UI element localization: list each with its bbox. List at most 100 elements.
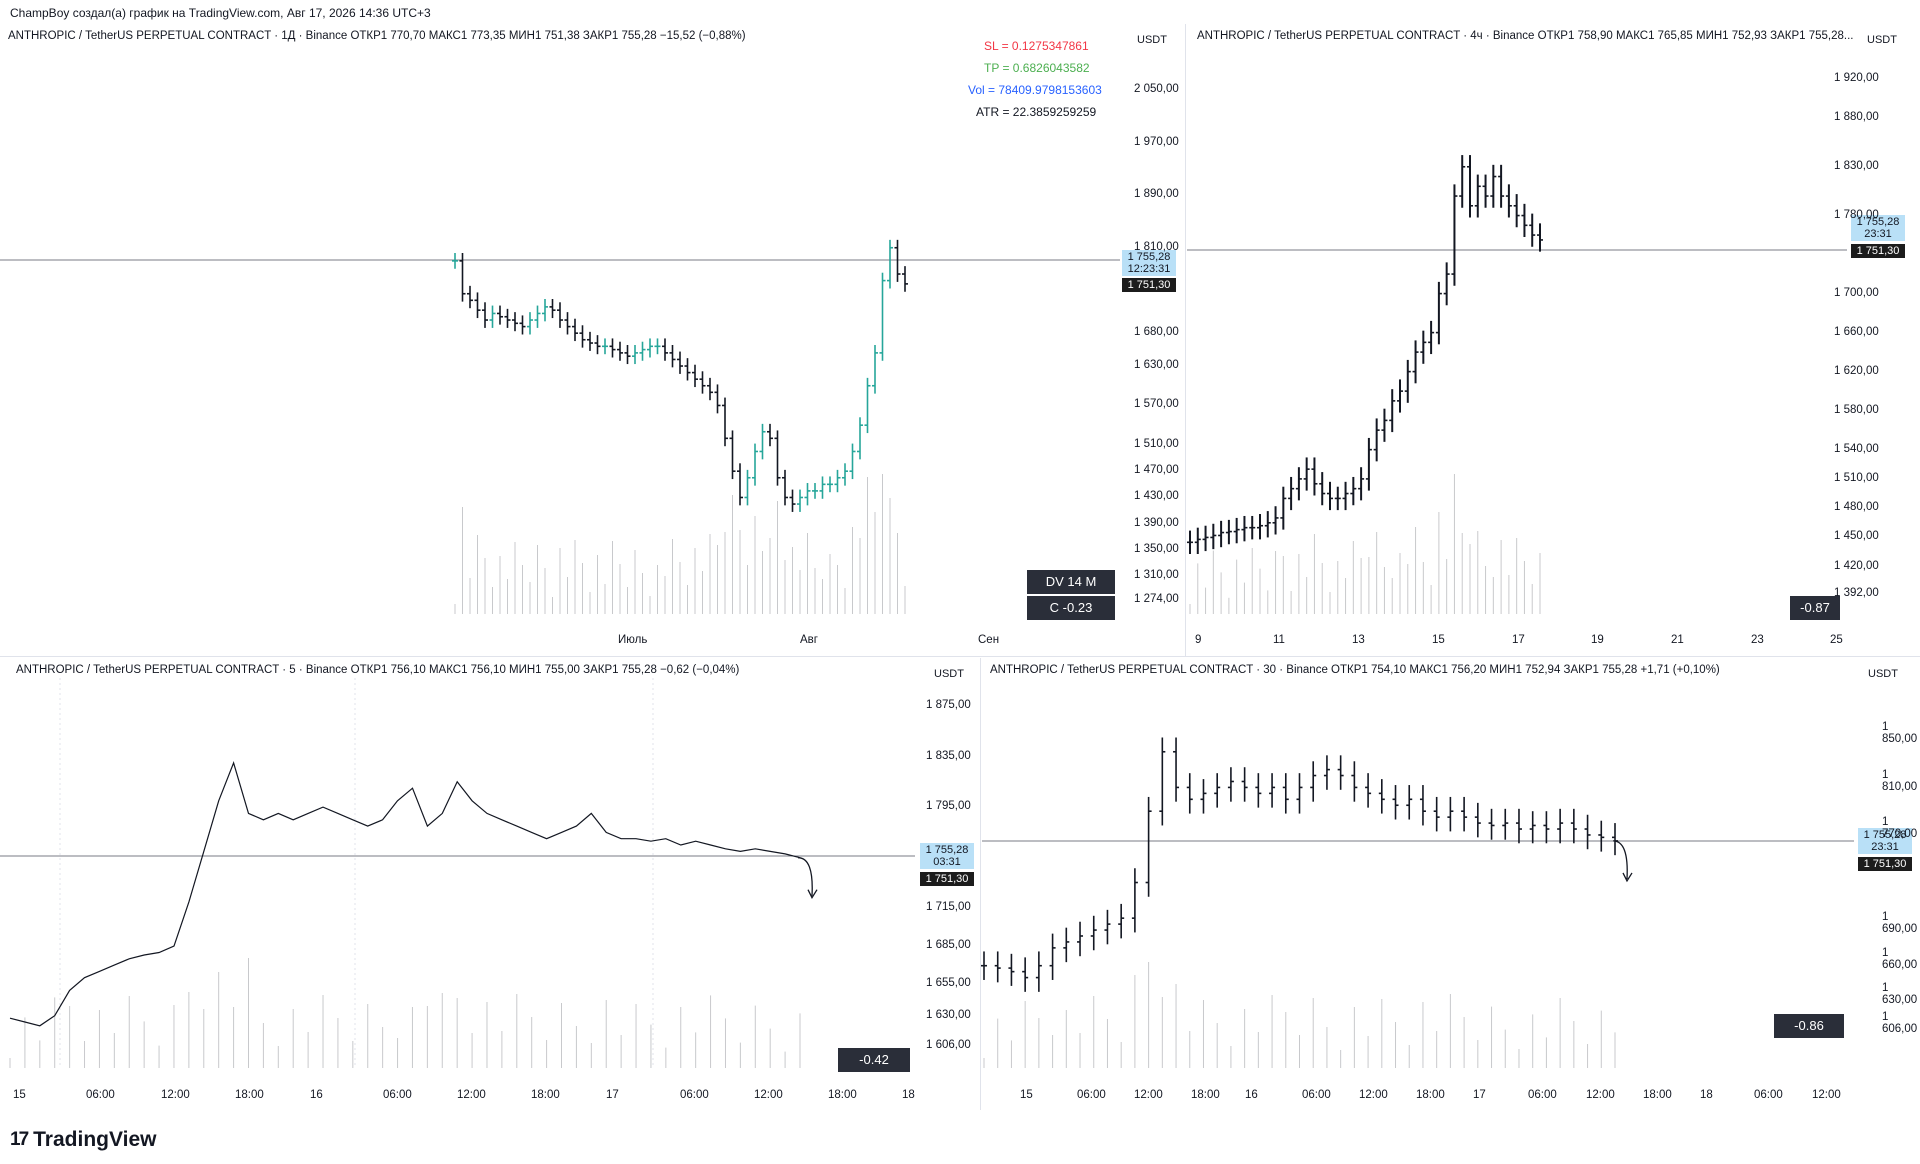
- ohlc-bar: [1351, 761, 1358, 802]
- time-tick-label: 18:00: [828, 1089, 857, 1101]
- ohlc-bar: [707, 377, 713, 401]
- price-tick-label: 1 830,00: [1834, 159, 1879, 172]
- ohlc-bar: [1435, 281, 1442, 345]
- ohlc-bar: [1241, 767, 1248, 802]
- ohlc-bar: [1303, 457, 1310, 491]
- time-tick-label: 16: [1245, 1089, 1258, 1101]
- chart-pane-4h[interactable]: ANTHROPIC / TetherUS PERPETUAL CONTRACT …: [1187, 24, 1920, 656]
- 30m-bars-svg[interactable]: [981, 658, 1854, 1088]
- price-tick-label: 1 630,00: [1134, 359, 1179, 372]
- other-price-label: 1 751,30: [1851, 244, 1905, 258]
- time-tick-label: 17: [1473, 1089, 1486, 1101]
- ohlc-bar: [1323, 755, 1330, 790]
- countdown-value: 23:31: [1864, 228, 1892, 240]
- ohlc-bar: [1365, 437, 1372, 491]
- ohlc-bar: [1241, 515, 1248, 542]
- ohlc-bar: [1490, 164, 1497, 208]
- ohlc-bar: [542, 298, 548, 322]
- price-tick-label: 1 430,00: [1134, 490, 1179, 503]
- pane-divider-top-vertical[interactable]: [1185, 24, 1186, 656]
- price-tick-label: 1 310,00: [1134, 569, 1179, 582]
- ohlc-bar: [594, 335, 601, 355]
- ohlc-bar: [467, 285, 473, 309]
- ohlc-bar: [1327, 481, 1333, 511]
- time-tick-label: 06:00: [1754, 1089, 1783, 1101]
- ohlc-bar: [504, 308, 511, 328]
- time-tick-label: 9: [1195, 634, 1202, 646]
- time-tick-label: 06:00: [383, 1089, 412, 1101]
- ohlc-bar: [1482, 174, 1489, 208]
- last-price-label: 1 755,28 23:31: [1858, 828, 1912, 854]
- symbol-legend[interactable]: ANTHROPIC / TetherUS PERPETUAL CONTRACT …: [1197, 30, 1854, 42]
- last-price-label: 1 755,28 03:31: [920, 843, 974, 869]
- chart-pane-daily[interactable]: ANTHROPIC / TetherUS PERPETUAL CONTRACT …: [0, 24, 1184, 656]
- ohlc-bar: [887, 239, 893, 289]
- brand-name: TradingView: [33, 1128, 157, 1151]
- time-tick-label: 18:00: [235, 1089, 264, 1101]
- symbol-legend[interactable]: ANTHROPIC / TetherUS PERPETUAL CONTRACT …: [16, 664, 740, 676]
- ohlc-bar: [549, 298, 556, 319]
- c-stat-box: C -0.23: [1027, 596, 1115, 620]
- ohlc-bar: [1404, 359, 1411, 403]
- brand-logo[interactable]: 17 TradingView: [10, 1128, 156, 1152]
- pane-divider-horizontal[interactable]: [0, 656, 1920, 657]
- countdown-value: 23:31: [1871, 841, 1899, 853]
- price-tick-label: 1 274,00: [1134, 593, 1179, 605]
- time-tick-label: 06:00: [1528, 1089, 1557, 1101]
- symbol-legend[interactable]: ANTHROPIC / TetherUS PERPETUAL CONTRACT …: [8, 30, 746, 42]
- ohlc-bar: [654, 338, 661, 355]
- indicator-atr: ATR = 22.3859259259: [976, 105, 1097, 119]
- ohlc-bar: [981, 951, 987, 980]
- ohlc-bar: [1459, 155, 1466, 208]
- ohlc-bar: [1428, 320, 1435, 355]
- ohlc-bar: [579, 325, 586, 348]
- chart-pane-30m[interactable]: ANTHROPIC / TetherUS PERPETUAL CONTRACT …: [981, 658, 1920, 1110]
- pane-divider-bottom-vertical[interactable]: [980, 658, 981, 1110]
- ohlc-bar: [1218, 520, 1225, 548]
- ohlc-bar: [1498, 164, 1505, 208]
- ohlc-bar: [1269, 773, 1276, 808]
- daily-bars-svg[interactable]: [0, 24, 1120, 634]
- chart-pane-5m[interactable]: ANTHROPIC / TetherUS PERPETUAL CONTRACT …: [0, 658, 979, 1110]
- ohlc-bar: [1474, 802, 1481, 838]
- price-tick-label: 1 606,00: [926, 1039, 971, 1051]
- ohlc-bar: [819, 476, 826, 499]
- symbol-legend[interactable]: ANTHROPIC / TetherUS PERPETUAL CONTRACT …: [990, 664, 1720, 676]
- price-line: [9, 761, 801, 1027]
- stat-box: -0.86: [1774, 1014, 1844, 1038]
- price-tick-label: 1 390,00: [1134, 516, 1179, 529]
- last-price-value: 1 755,28: [1856, 216, 1900, 228]
- ohlc-bar: [1358, 467, 1365, 501]
- last-price-value: 1 755,28: [925, 844, 969, 856]
- ohlc-bar: [737, 463, 743, 506]
- 5m-line-svg[interactable]: [0, 658, 915, 1088]
- ohlc-bar: [1118, 903, 1125, 939]
- ohlc-bar: [1187, 530, 1193, 555]
- 4h-bars-svg[interactable]: [1187, 24, 1847, 634]
- price-tick-label: 1 580,00: [1834, 403, 1879, 416]
- price-tick-label: 1 510,00: [1834, 471, 1879, 484]
- ohlc-bar: [1350, 476, 1357, 506]
- time-tick-label: 12:00: [1812, 1089, 1841, 1101]
- ohlc-bar: [1159, 737, 1166, 826]
- time-tick-label: Сен: [978, 634, 1000, 646]
- dv-stat-box: DV 14 M: [1027, 570, 1115, 594]
- price-tick-label: 1 630,00: [926, 1008, 971, 1021]
- time-tick-label: 15: [1020, 1089, 1033, 1101]
- tradingview-logo-icon: 17: [10, 1129, 29, 1150]
- price-tick-label: 1 660,00: [1834, 325, 1879, 338]
- time-tick-label: 17: [606, 1089, 619, 1101]
- price-tick-label: 1 795,00: [926, 800, 971, 813]
- ohlc-bar: [1063, 927, 1070, 963]
- time-tick-label: 12:00: [1359, 1089, 1388, 1101]
- ohlc-bar: [1397, 379, 1403, 413]
- ohlc-bar: [1173, 737, 1180, 802]
- time-tick-label: 21: [1671, 634, 1684, 646]
- ohlc-bar: [1214, 773, 1221, 808]
- price-tick-label: 1 890,00: [1134, 188, 1179, 201]
- price-tick-label: 1 715,00: [926, 901, 971, 914]
- price-tick-label: 1 970,00: [1134, 135, 1179, 148]
- ohlc-bar: [1389, 389, 1396, 433]
- ohlc-bar: [894, 239, 901, 282]
- currency-unit: USDT: [1868, 668, 1898, 680]
